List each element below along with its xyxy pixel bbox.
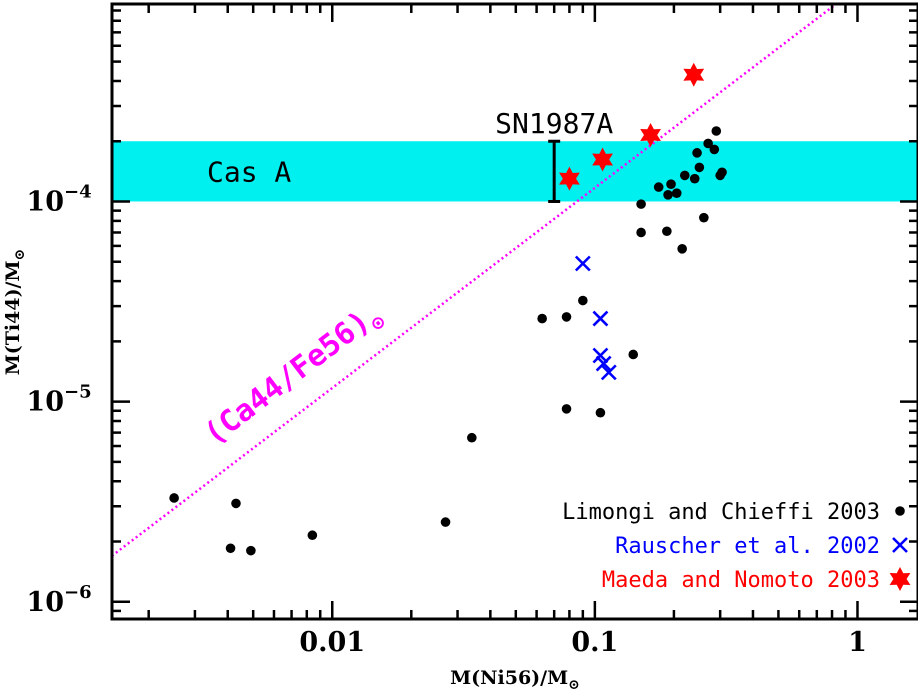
legend-label: Maeda and Nomoto 2003	[602, 568, 880, 593]
legend-marker	[895, 506, 905, 516]
circle-point	[699, 213, 709, 223]
circle-point	[308, 530, 318, 540]
circle-point	[562, 404, 572, 414]
circle-point	[246, 546, 256, 556]
circle-point	[680, 171, 690, 181]
y-tick-label: 10−5	[26, 382, 91, 418]
circle-point	[537, 314, 547, 324]
y-tick-exponent: −5	[64, 382, 92, 403]
circle-point	[467, 433, 477, 443]
y-tick-base: 10	[26, 387, 64, 418]
cas-a-label: Cas A	[207, 155, 291, 188]
circle-point	[441, 517, 451, 527]
circle-point	[662, 226, 672, 236]
y-tick-labels: 10−610−510−4	[26, 181, 91, 617]
circle-point	[711, 126, 721, 136]
y-tick-base: 10	[26, 186, 64, 217]
x-tick-label: 0.01	[299, 627, 365, 658]
legend: Limongi and Chieffi 2003 Rauscher et al. …	[562, 500, 910, 593]
sn1987a-label: SN1987A	[495, 107, 613, 140]
y-tick-exponent: −6	[64, 582, 92, 603]
circle-point	[231, 499, 241, 509]
y-tick-label: 10−4	[26, 181, 91, 217]
circle-point	[710, 145, 720, 155]
circle-point	[672, 188, 682, 198]
circle-point	[628, 350, 638, 360]
circle-point	[690, 174, 700, 184]
circle-point	[169, 493, 179, 503]
circle-point	[596, 408, 606, 418]
circle-point	[578, 296, 588, 306]
x-axis-title: M(Ni56)/M⊙	[450, 667, 580, 691]
circle-point	[226, 543, 236, 553]
circle-point	[717, 167, 727, 177]
legend-label: Limongi and Chieffi 2003	[562, 500, 880, 525]
circle-point	[677, 244, 687, 254]
y-axis-title-text: M(Ti44)/M	[2, 260, 24, 375]
circle-point	[663, 190, 673, 200]
circle-point	[695, 163, 705, 173]
circle-point	[636, 199, 646, 209]
x-axis-sun-symbol: ⊙	[568, 677, 580, 691]
x-tick-label: 0.1	[571, 627, 618, 658]
y-tick-label: 10−6	[26, 582, 91, 618]
y-tick-base: 10	[26, 587, 64, 618]
x-tick-label: 1	[848, 627, 867, 658]
legend-label: Rauscher et al. 2002	[615, 534, 880, 559]
x-axis-title-text: M(Ni56)/M	[450, 667, 568, 689]
circle-point	[562, 312, 572, 322]
y-axis-sun-symbol: ⊙	[12, 249, 28, 261]
circle-point	[654, 182, 664, 192]
circle-point	[692, 148, 702, 158]
circle-point	[636, 228, 646, 238]
circle-point	[666, 179, 676, 189]
y-axis-title: M(Ti44)/M⊙	[2, 249, 28, 376]
y-tick-exponent: −4	[64, 181, 92, 202]
x-tick-labels: 0.01 0.1 1	[299, 627, 867, 658]
plot-background	[112, 4, 918, 619]
